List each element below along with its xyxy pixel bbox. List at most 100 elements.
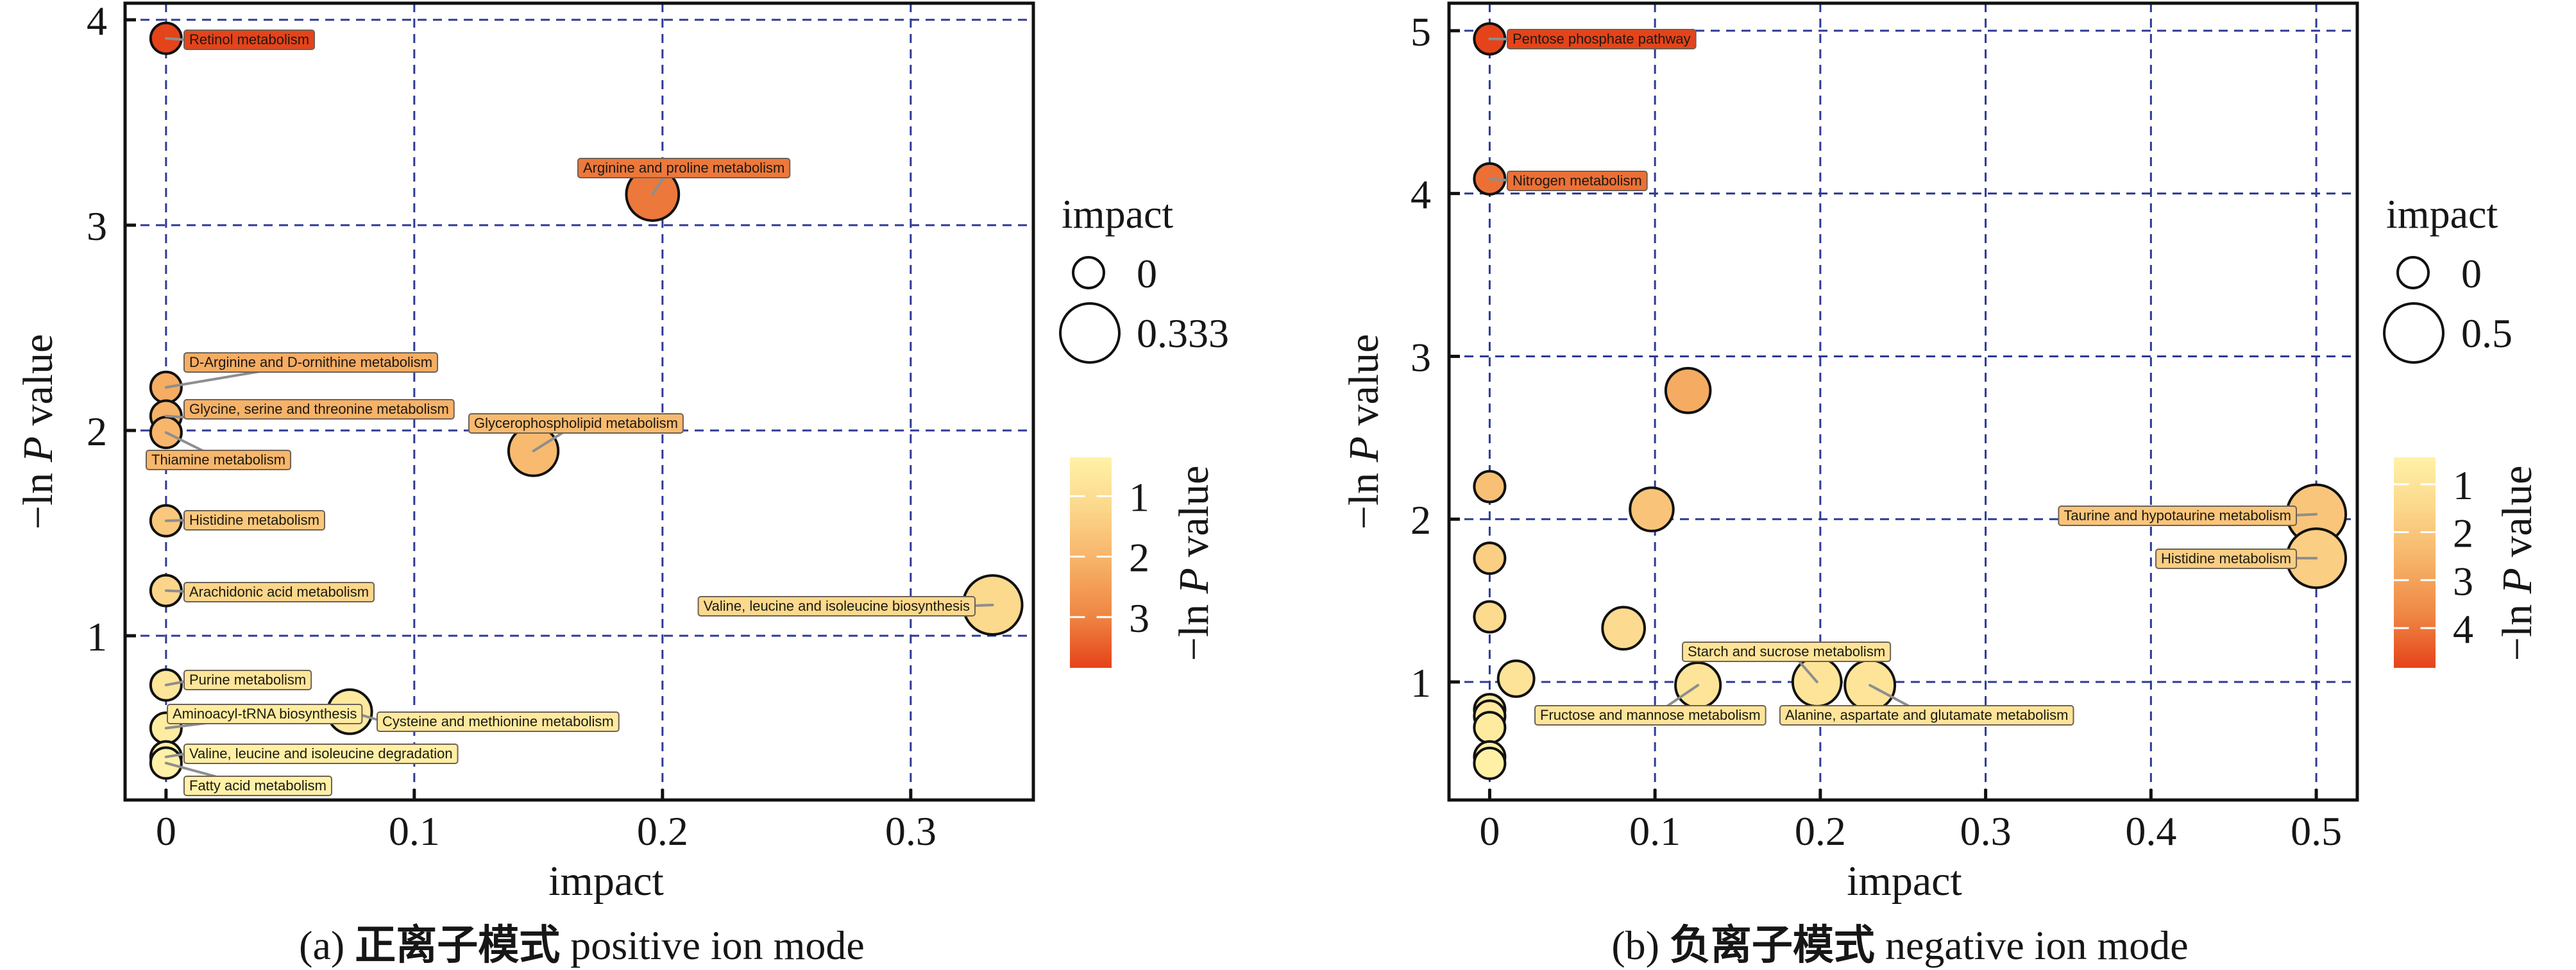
point-label: Starch and sucrose metabolism: [1682, 642, 1892, 662]
point-label-text: Arachidonic acid metabolism: [189, 584, 369, 600]
point-label-text: Thiamine metabolism: [151, 452, 285, 468]
point-label-box: [183, 744, 459, 764]
point-label-text: Valine, leucine and isoleucine degradati…: [189, 745, 453, 762]
size-legend-title: impact: [1062, 191, 1173, 237]
colorbar: 1 2 3: [1070, 457, 1149, 668]
point-label-box: [1534, 705, 1767, 726]
colorbar-title-italic: P: [1171, 568, 1217, 594]
point-label: Histidine metabolism: [183, 510, 325, 531]
size-legend-label-min: 0: [1137, 251, 1157, 296]
bubble-point: [1629, 486, 1675, 532]
point-label-text: Retinol metabolism: [189, 31, 309, 47]
x-tick-label: 0.2: [637, 808, 688, 854]
axis-ticks: [125, 18, 913, 800]
x-axis-title: impact: [1847, 858, 1962, 905]
point-label-text: Fructose and mannose metabolism: [1540, 707, 1761, 723]
y-tick-label: 1: [87, 614, 107, 659]
label-connector: [164, 753, 187, 758]
size-legend-circle-min: [1072, 256, 1105, 289]
label-connectors: [164, 37, 994, 778]
size-legend: impact 0 0.333: [1059, 191, 1229, 364]
label-connector: [1666, 684, 1700, 707]
size-legend-label-max: 0.5: [2461, 311, 2512, 356]
y-tick-label: 1: [1411, 660, 1431, 706]
point-label-box: [146, 450, 292, 470]
plot-frame: [1447, 1, 2359, 802]
point-labels: Retinol metabolism Arginine and proline m…: [146, 30, 976, 796]
point-label: Thiamine metabolism: [146, 450, 292, 470]
point-label: Aminoacyl-tRNA biosynthesis: [167, 704, 363, 724]
point-label: Alanine, aspartate and glutamate metabol…: [1779, 705, 2074, 726]
label-connector: [164, 37, 187, 41]
x-tick-labels: 0 0.1 0.2 0.3 0.4 0.5: [1479, 808, 2342, 854]
label-connector: [974, 603, 994, 607]
panel-caption: (b) 负离子模式 negative ion mode: [1611, 922, 2188, 969]
y-tick-labels: 1 2 3 4 5: [1411, 9, 1431, 706]
point-label-text: Valine, leucine and isoleucine biosynthe…: [704, 598, 970, 614]
point-label: Taurine and hypotaurine metabolism: [2058, 506, 2297, 526]
y-axis-title: −ln P value: [1341, 334, 1387, 530]
label-connector: [532, 431, 564, 452]
size-legend-circle-max: [1059, 302, 1121, 364]
colorbar-title-italic: P: [2494, 568, 2541, 594]
y-axis-title-italic: P: [15, 436, 62, 463]
point-label-box: [2058, 506, 2297, 526]
colorbar-tick-label: 2: [2453, 511, 2473, 556]
colorbar-title-suffix: value: [1171, 466, 1217, 557]
colorbar-tick-label: 2: [1129, 535, 1149, 581]
point-label: Retinol metabolism: [183, 30, 316, 50]
point-label-box: [468, 413, 684, 434]
point-label: Glycine, serine and threonine metabolism: [183, 399, 455, 420]
label-connector: [164, 680, 187, 686]
point-label: Arachidonic acid metabolism: [183, 582, 375, 602]
point-label: Cysteine and methionine metabolism: [377, 711, 620, 732]
point-label-box: [1779, 705, 2074, 726]
point-label-text: Taurine and hypotaurine metabolism: [2063, 507, 2291, 523]
point-label-box: [1507, 171, 1648, 191]
colorbar-title: −ln P value: [1171, 466, 1217, 661]
panel-caption: (a) 正离子模式 positive ion mode: [299, 922, 865, 969]
caption-en: positive ion mode: [570, 923, 865, 968]
point-label: D-Arginine and D-ornithine metabolism: [183, 352, 439, 373]
x-tick-labels: 0 0.1 0.2 0.3: [156, 808, 936, 854]
y-tick-label: 4: [1411, 172, 1431, 217]
panel-b-negative-ion-mode: Pentose phosphate pathway Nitrogen metabo…: [1341, 1, 2541, 969]
colorbar-tick-label: 4: [2453, 606, 2473, 652]
x-tick-label: 0.3: [1960, 808, 2012, 854]
y-tick-label: 3: [1411, 334, 1431, 380]
label-connector: [651, 176, 665, 196]
bubble-point: [1473, 711, 1507, 745]
x-tick-label: 0.1: [389, 808, 440, 854]
point-label-text: D-Arginine and D-ornithine metabolism: [189, 354, 432, 370]
point-label-text: Starch and sucrose metabolism: [1688, 643, 1885, 659]
bubble-point: [1473, 541, 1507, 575]
point-label: Fructose and mannose metabolism: [1534, 705, 1767, 726]
colorbar-tick-label: 1: [1129, 474, 1149, 520]
point-label: Histidine metabolism: [2155, 549, 2297, 569]
label-connectors: [1488, 37, 2318, 707]
colorbar-tick-label: 1: [2453, 463, 2473, 508]
point-label: Valine, leucine and isoleucine biosynthe…: [697, 596, 976, 617]
colorbar-title: −ln P value: [2494, 466, 2541, 661]
size-legend-circle-max: [2383, 302, 2445, 364]
point-label-box: [183, 30, 316, 50]
x-tick-label: 0: [156, 808, 176, 854]
point-label: Nitrogen metabolism: [1507, 171, 1648, 191]
point-label: Purine metabolism: [183, 670, 312, 690]
point-label-box: [2155, 549, 2297, 569]
point-label: Pentose phosphate pathway: [1507, 29, 1697, 49]
caption-tag: (a): [299, 923, 344, 968]
label-connector: [164, 519, 187, 522]
x-tick-label: 0.1: [1629, 808, 1681, 854]
colorbar-tick-label: 3: [1129, 595, 1149, 641]
point-label-text: Arginine and proline metabolism: [583, 160, 784, 176]
size-legend: impact 0 0.5: [2383, 191, 2512, 364]
caption-zh: 正离子模式: [355, 922, 560, 969]
panel-a-positive-ion-mode: Retinol metabolism Arginine and proline m…: [15, 0, 1229, 969]
colorbar-title-prefix: −ln: [2494, 604, 2541, 661]
point-labels: Pentose phosphate pathway Nitrogen metabo…: [1507, 29, 2297, 726]
point-label-text: Alanine, aspartate and glutamate metabol…: [1785, 707, 2068, 723]
label-connector: [1798, 660, 1818, 684]
